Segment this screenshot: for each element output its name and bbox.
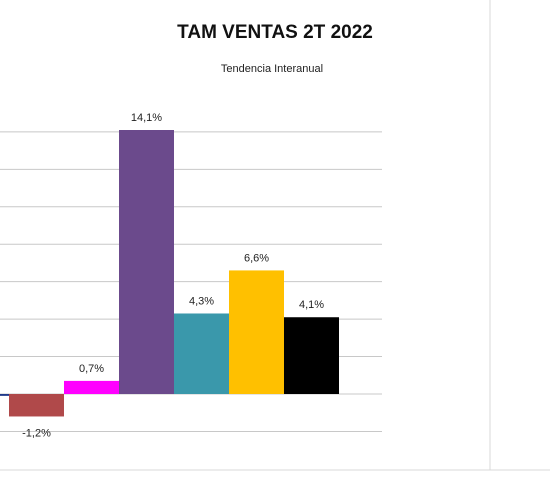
data-label-1: -1,2%: [22, 427, 51, 439]
bar-1: [9, 394, 64, 417]
data-label-4: 4,3%: [189, 295, 214, 307]
bar-series: [0, 130, 339, 417]
chart-title: TAM VENTAS 2T 2022: [177, 22, 373, 43]
bar-5: [229, 270, 284, 394]
data-labels: -1,2% 0,7% 14,1% 4,3% 6,6% 4,1%: [22, 112, 324, 439]
data-label-2: 0,7%: [79, 363, 104, 375]
bar-4: [174, 313, 229, 394]
bar-2: [64, 380, 119, 394]
data-label-3: 14,1%: [131, 112, 162, 124]
bar-0: [0, 394, 9, 396]
bar-6: [284, 317, 339, 394]
data-label-6: 4,1%: [299, 299, 324, 311]
chart-subtitle: Tendencia Interanual: [221, 63, 323, 75]
bar-3: [119, 130, 174, 394]
data-label-5: 6,6%: [244, 252, 269, 264]
